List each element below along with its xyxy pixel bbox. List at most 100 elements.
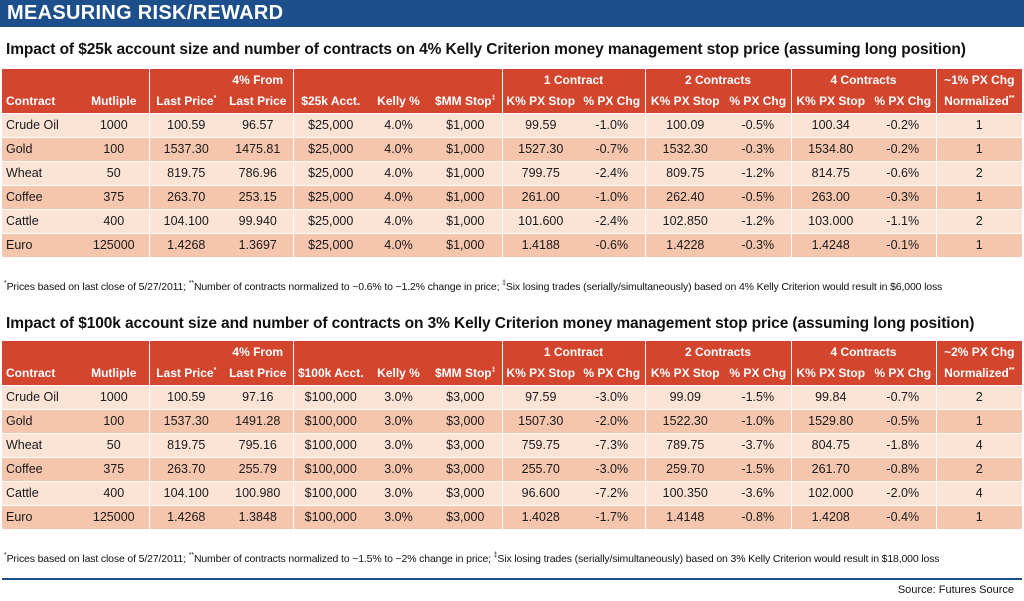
table-cell: $1,000	[429, 113, 502, 138]
table-cell: 819.75	[148, 433, 223, 458]
header-1-contract: 1 Contract	[501, 69, 645, 91]
table-cell: -0.2%	[870, 113, 936, 138]
table-cell: 1	[935, 113, 1022, 138]
table-cell: 100	[79, 409, 149, 434]
table-row: Wheat 50 819.75 795.16 $100,000 3.0% $3,000 759…	[2, 433, 1022, 458]
column-header: K% PX Stop	[644, 91, 725, 114]
table-cell: -3.6%	[725, 481, 791, 506]
header-blank	[79, 69, 149, 91]
table-cell: 253.15	[223, 185, 293, 210]
table-cell: 261.70	[790, 457, 870, 482]
table-cell: 819.75	[148, 161, 223, 186]
table-cell: 4.0%	[368, 161, 429, 186]
table-cell: 1.4188	[501, 233, 579, 257]
table-cell: -1.2%	[725, 161, 791, 186]
table-cell: 1507.30	[501, 409, 579, 434]
table-cell: 100.59	[148, 113, 223, 138]
table-cell: 101.600	[501, 209, 579, 234]
table-cell: 1	[935, 233, 1022, 257]
table-cell: -0.7%	[579, 137, 645, 162]
contract-name-cell: Euro	[2, 233, 79, 257]
table-cell: $3,000	[429, 457, 502, 482]
source-credit: Source: Futures Source	[897, 584, 1014, 596]
table-cell: 3.0%	[368, 457, 429, 482]
bottom-rule	[2, 578, 1022, 580]
table-cell: 4.0%	[368, 185, 429, 210]
table-cell: 1	[935, 185, 1022, 210]
table-cell: 262.40	[644, 185, 725, 210]
column-header: % PX Chg	[725, 91, 791, 114]
table-cell: -3.7%	[725, 433, 791, 458]
table-cell: -1.0%	[579, 185, 645, 210]
table-cell: -0.6%	[579, 233, 645, 257]
table-cell: 1534.80	[790, 137, 870, 162]
table-cell: -7.3%	[579, 433, 645, 458]
contract-name-cell: Crude Oil	[2, 113, 79, 138]
header-blank	[292, 341, 368, 363]
table-row: Coffee 375 263.70 255.79 $100,000 3.0% $3,000 2…	[2, 457, 1022, 482]
header-blank	[368, 69, 429, 91]
column-header: Kelly %	[368, 91, 429, 114]
table-cell: -1.5%	[725, 457, 791, 482]
table-cell: 104.100	[148, 481, 223, 506]
table-cell: 96.57	[223, 113, 293, 138]
contract-name-cell: Coffee	[2, 457, 79, 482]
table-cell: 786.96	[223, 161, 293, 186]
table-cell: $3,000	[429, 409, 502, 434]
contract-name-cell: Gold	[2, 409, 79, 434]
table-cell: 99.59	[501, 113, 579, 138]
table-cell: 100.09	[644, 113, 725, 138]
header-blank	[429, 69, 502, 91]
table-cell: 789.75	[644, 433, 725, 458]
table-2-footnote: *Prices based on last close of 5/27/2011…	[4, 552, 940, 565]
table-cell: 100.59	[148, 385, 223, 410]
table-1-footnote: *Prices based on last close of 5/27/2011…	[4, 280, 943, 293]
table-cell: 804.75	[790, 433, 870, 458]
column-header-last-price: Last Price*	[148, 363, 223, 386]
table-row: Gold 100 1537.30 1475.81 $25,000 4.0% $1,000 15…	[2, 137, 1022, 162]
table-cell: 104.100	[148, 209, 223, 234]
contract-name-cell: Cattle	[2, 209, 79, 234]
column-header: Mutliple	[79, 91, 149, 114]
table-cell: 1527.30	[501, 137, 579, 162]
table-cell: $1,000	[429, 185, 502, 210]
table-cell: 2	[935, 385, 1022, 410]
column-header: Last Price	[223, 91, 293, 114]
table-cell: -0.5%	[870, 409, 936, 434]
header-2-contracts: 2 Contracts	[644, 69, 791, 91]
table-cell: 100	[79, 137, 149, 162]
table-cell: 1.4228	[644, 233, 725, 257]
table-cell: 99.09	[644, 385, 725, 410]
table-cell: 3.0%	[368, 409, 429, 434]
table-cell: 1	[935, 505, 1022, 529]
table-1-title: Impact of $25k account size and number o…	[6, 41, 966, 58]
table-cell: 255.79	[223, 457, 293, 482]
header-normalized-change: ~1% PX Chg	[935, 69, 1022, 91]
table-cell: 400	[79, 481, 149, 506]
banner-title: MEASURING RISK/REWARD	[0, 0, 1024, 27]
contract-name-cell: Gold	[2, 137, 79, 162]
table-cell: -0.7%	[870, 385, 936, 410]
table-cell: -1.5%	[725, 385, 791, 410]
table-cell: 3.0%	[368, 385, 429, 410]
table-cell: -3.0%	[579, 457, 645, 482]
table-row: Gold 100 1537.30 1491.28 $100,000 3.0% $3,000 1…	[2, 409, 1022, 434]
table-cell: 4.0%	[368, 209, 429, 234]
table-cell: 1.4248	[790, 233, 870, 257]
table-cell: 795.16	[223, 433, 293, 458]
table-cell: 97.59	[501, 385, 579, 410]
table-cell: $25,000	[292, 233, 368, 257]
column-header: Contract	[2, 91, 79, 114]
table-cell: 814.75	[790, 161, 870, 186]
table-cell: 1.4028	[501, 505, 579, 529]
column-header: % PX Chg	[870, 363, 936, 386]
table-row: Euro 125000 1.4268 1.3697 $25,000 4.0% $1,000 1…	[2, 233, 1022, 257]
table-cell: $25,000	[292, 209, 368, 234]
table-cell: 103.000	[790, 209, 870, 234]
table-2-body: Crude Oil 1000 100.59 97.16 $100,000 3.0% $3,0…	[2, 385, 1022, 529]
column-header-normalized: Normalized**	[935, 91, 1022, 114]
table-cell: $1,000	[429, 233, 502, 257]
table-cell: $100,000	[292, 505, 368, 529]
table-cell: 1000	[79, 113, 149, 138]
table-cell: $25,000	[292, 137, 368, 162]
